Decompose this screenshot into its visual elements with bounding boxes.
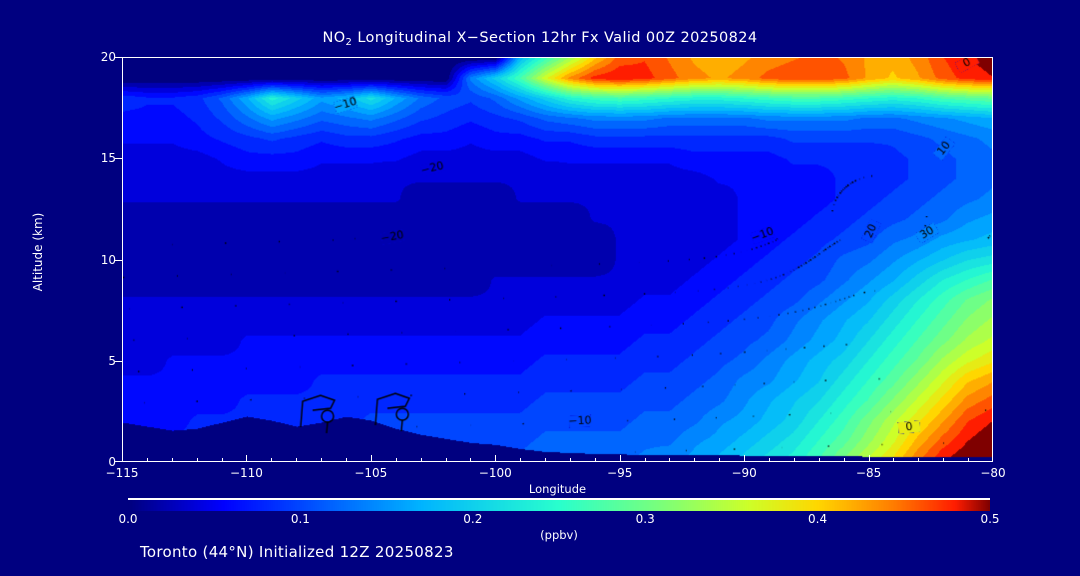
x-axis-minor-tick-mark (271, 458, 273, 462)
y-axis-tick-marks (115, 57, 123, 462)
x-axis-minor-tick-mark (818, 458, 820, 462)
x-axis-minor-tick-mark (968, 458, 970, 462)
x-axis-tick-label: −110 (229, 466, 263, 480)
colorbar-tick-label: 0.5 (980, 512, 1000, 526)
title-species: NO (322, 30, 346, 46)
x-axis-minor-tick-mark (918, 458, 920, 462)
x-axis-minor-tick-mark (669, 458, 671, 462)
colorbar-tick-label: 0.0 (118, 512, 138, 526)
x-axis-minor-tick-mark (420, 458, 422, 462)
x-axis-tick-label: −95 (607, 466, 633, 480)
colorbar-tick-label: 0.2 (463, 512, 483, 526)
x-axis-minor-tick-mark (445, 458, 447, 462)
plot-area[interactable] (122, 57, 993, 462)
colorbar-gradient (128, 500, 990, 511)
x-axis-minor-tick-mark (196, 458, 198, 462)
x-axis-minor-tick-mark (893, 458, 895, 462)
y-axis-title: Altitude (km) (31, 212, 45, 292)
footer-caption: Toronto (44°N) Initialized 12Z 20250823 (140, 543, 454, 561)
cross-section-canvas (123, 58, 992, 461)
x-axis-tick-mark (868, 455, 870, 462)
y-axis-tick-label: 20 (100, 50, 116, 64)
x-axis-minor-tick-mark (146, 458, 148, 462)
x-axis-minor-tick-mark (843, 458, 845, 462)
x-axis-tick-label: −115 (105, 466, 139, 480)
x-axis-minor-tick-mark (644, 458, 646, 462)
x-axis-minor-tick-mark (171, 458, 173, 462)
y-axis-tick-mark (115, 360, 122, 362)
x-axis-tick-label: −105 (354, 466, 388, 480)
x-axis-minor-tick-mark (470, 458, 472, 462)
page-title: NO2 Longitudinal X−Section 12hr Fx Valid… (0, 30, 1080, 48)
colorbar-tick-labels: 0.0 0.1 0.2 0.3 0.4 0.5 (118, 512, 999, 528)
colorbar-tick-label: 0.4 (808, 512, 828, 526)
y-axis-tick-label: 10 (100, 252, 116, 267)
colorbar-tick-label: 0.1 (290, 512, 310, 526)
y-axis-tick-mark (115, 158, 122, 160)
x-axis-minor-tick-mark (719, 458, 721, 462)
x-axis-tick-label: −85 (855, 466, 882, 480)
y-axis-tick-mark (115, 259, 122, 261)
title-rest: Longitudinal X−Section 12hr Fx Valid 00Z… (352, 30, 758, 46)
x-axis-minor-tick-mark (520, 458, 522, 462)
x-axis-minor-tick-mark (594, 458, 596, 462)
colorbar (128, 498, 990, 511)
x-axis-minor-tick-mark (943, 458, 945, 462)
title-subscript: 2 (345, 37, 353, 48)
x-axis-tick-mark (246, 455, 248, 462)
y-axis-tick-mark (115, 461, 122, 462)
y-axis-tick-label: 5 (108, 353, 116, 368)
colorbar-tick-label: 0.3 (635, 512, 655, 526)
y-axis-tick-label: 0 (108, 455, 116, 469)
x-axis-minor-tick-mark (345, 458, 347, 462)
x-axis-minor-tick-mark (296, 458, 298, 462)
x-axis-minor-tick-mark (321, 458, 323, 462)
x-axis-minor-tick-mark (793, 458, 795, 462)
x-axis-tick-mark (495, 455, 497, 462)
x-axis-tick-mark (992, 455, 993, 462)
y-axis-tick-labels: 0 5 10 15 20 (86, 51, 116, 468)
colorbar-unit-label: (ppbv) (540, 528, 578, 542)
x-axis-minor-tick-mark (569, 458, 571, 462)
x-axis-tick-mark (370, 455, 372, 462)
x-axis-tick-label: −80 (980, 466, 1006, 480)
x-axis-minor-tick-mark (221, 458, 223, 462)
x-axis-tick-mark (744, 455, 746, 462)
x-axis-tick-label: −90 (731, 466, 757, 480)
x-axis-title: Longitude (528, 482, 587, 496)
x-axis-tick-mark (619, 455, 621, 462)
x-axis-tick-marks (122, 455, 993, 462)
x-axis-minor-tick-mark (694, 458, 696, 462)
y-axis-tick-label: 15 (100, 151, 116, 166)
x-axis-minor-tick-mark (769, 458, 771, 462)
x-axis-tick-mark (122, 455, 123, 462)
x-axis-tick-label: −100 (478, 466, 512, 480)
x-axis-tick-labels: −115 −110 −105 −100 −95 −90 −85 −80 (106, 466, 1006, 484)
x-axis-minor-tick-mark (395, 458, 397, 462)
x-axis-minor-tick-mark (545, 458, 547, 462)
y-axis-tick-mark (115, 57, 122, 58)
